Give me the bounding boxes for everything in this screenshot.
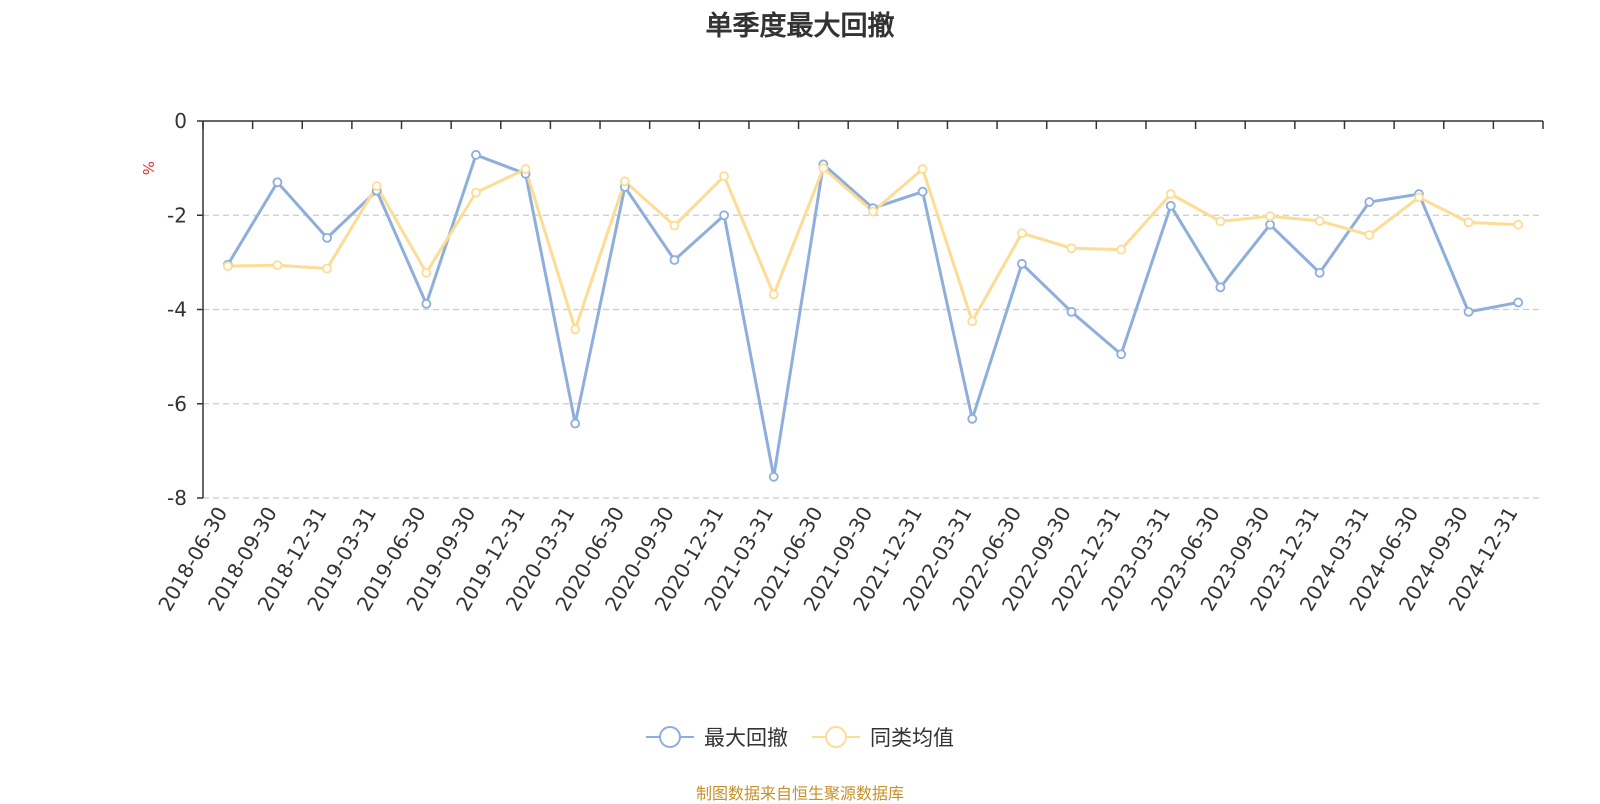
series-1-point-10 xyxy=(719,171,730,182)
series-1-point-8 xyxy=(619,176,630,187)
y-tick-label-4: -8 xyxy=(167,486,187,510)
series-0-point-15 xyxy=(967,413,978,424)
series-1-point-3 xyxy=(371,181,382,191)
series-0-point-26 xyxy=(1513,297,1524,308)
y-tick-label-2: -4 xyxy=(167,298,187,322)
series-1-point-15 xyxy=(967,316,978,327)
y-tick-label-0: 0 xyxy=(174,109,187,133)
series-1-point-20 xyxy=(1215,216,1226,227)
legend-item-max-drawdown[interactable]: 最大回撤 xyxy=(646,722,788,752)
series-0-point-18 xyxy=(1116,349,1127,360)
series-1-point-25 xyxy=(1463,217,1474,228)
series-0-point-20 xyxy=(1215,282,1226,293)
series-0-point-9 xyxy=(669,255,680,265)
series-1-point-22 xyxy=(1314,216,1325,226)
series-1-point-23 xyxy=(1364,230,1375,240)
series-0-point-7 xyxy=(570,418,581,429)
y-tick-label-1: -2 xyxy=(167,203,187,227)
series-0-point-16 xyxy=(1016,258,1027,269)
series-0-point-10 xyxy=(719,210,730,221)
legend: 最大回撤 同类均值 xyxy=(0,722,1600,752)
series-1-point-11 xyxy=(768,289,779,300)
legend-label-category-average: 同类均值 xyxy=(870,726,954,750)
legend-swatch-max-drawdown xyxy=(646,726,694,748)
legend-swatch-category-average xyxy=(812,726,860,748)
y-axis-label: % xyxy=(139,161,157,175)
series-0-point-4 xyxy=(421,298,432,309)
series-line-0 xyxy=(226,153,1519,479)
series-0-point-21 xyxy=(1265,219,1275,230)
legend-label-max-drawdown: 最大回撤 xyxy=(704,726,788,750)
series-0-point-2 xyxy=(322,232,332,243)
series-0-point-14 xyxy=(917,186,928,197)
series-1-point-21 xyxy=(1265,211,1275,222)
source-note: 制图数据来自恒生聚源数据库 xyxy=(695,784,904,803)
series-1-point-14 xyxy=(917,164,928,174)
series-1-point-9 xyxy=(669,220,680,231)
series-0-point-22 xyxy=(1314,267,1325,278)
series-0-point-1 xyxy=(272,177,283,188)
series-1-point-12 xyxy=(818,163,829,174)
series-1-point-5 xyxy=(471,187,481,198)
series-1-point-16 xyxy=(1016,228,1027,239)
series-1-point-1 xyxy=(272,260,283,271)
y-tick-label-3: -6 xyxy=(167,392,187,416)
series-0-point-19 xyxy=(1165,200,1176,211)
series-1-point-7 xyxy=(570,324,581,335)
series-1-point-6 xyxy=(520,164,531,174)
series-line-1 xyxy=(227,166,1519,331)
series-1-point-4 xyxy=(421,267,432,278)
series-1-point-17 xyxy=(1066,243,1077,254)
chart-title: 单季度最大回撤 xyxy=(705,11,895,42)
series-0-point-23 xyxy=(1364,197,1375,207)
series-0-point-5 xyxy=(471,150,481,160)
series-1-point-0 xyxy=(222,261,233,272)
series-1-point-24 xyxy=(1414,192,1424,203)
series-0-point-11 xyxy=(768,471,779,482)
series-1-point-13 xyxy=(868,206,878,217)
series-1-point-2 xyxy=(322,263,332,274)
series-1-point-26 xyxy=(1513,219,1524,230)
series-0-point-25 xyxy=(1463,306,1474,317)
series-1-point-18 xyxy=(1116,244,1127,255)
legend-item-category-average[interactable]: 同类均值 xyxy=(812,722,954,752)
series-1-point-19 xyxy=(1165,189,1176,199)
series-0-point-17 xyxy=(1066,306,1077,317)
